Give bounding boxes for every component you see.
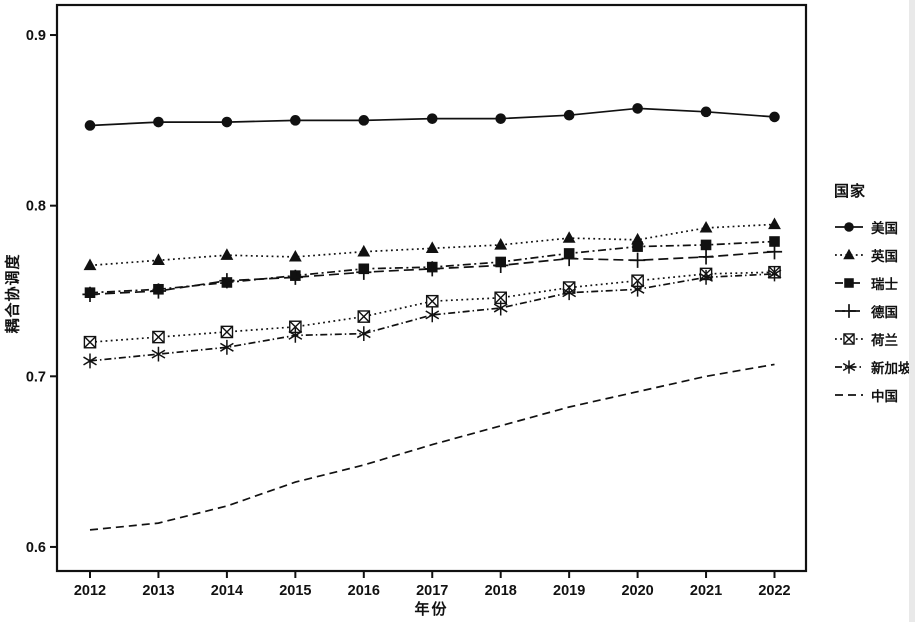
legend-marker-plus-icon — [835, 304, 863, 318]
legend-item-china: 中国 — [834, 381, 912, 409]
legend-item-germany: 德国 — [834, 297, 912, 325]
x-tick-label-2022: 2022 — [758, 583, 790, 599]
legend-label-netherlands: 荷兰 — [871, 333, 898, 348]
x-tick-label-2016: 2016 — [348, 583, 380, 599]
y-axis-title: 耦合协调度 — [4, 253, 22, 334]
y-tick-label-0.9: 0.9 — [26, 28, 46, 44]
legend-label-uk: 英国 — [871, 249, 898, 264]
series-markers-usa — [84, 103, 780, 131]
legend-item-singapore: 新加坡 — [834, 353, 912, 381]
x-tick-label-2017: 2017 — [416, 583, 448, 599]
legend-item-usa: 美国 — [834, 213, 912, 241]
y-tick-label-0.8: 0.8 — [26, 199, 46, 215]
x-tick-label-2015: 2015 — [279, 583, 311, 599]
y-tick-label-0.7: 0.7 — [26, 369, 46, 385]
legend-label-germany: 德国 — [871, 305, 898, 320]
legend-marker-square-icon — [835, 278, 863, 288]
legend-items: 美国英国瑞士德国荷兰新加坡中国 — [834, 213, 912, 409]
x-tick-label-2014: 2014 — [211, 583, 243, 599]
legend-marker-circle-icon — [835, 222, 863, 232]
x-tick-label-2013: 2013 — [142, 583, 174, 599]
legend-label-china: 中国 — [871, 389, 898, 404]
legend-label-singapore: 新加坡 — [871, 361, 912, 376]
series-line-germany — [89, 250, 775, 296]
y-tick-label-0.6: 0.6 — [26, 540, 46, 556]
legend-marker-asterisk-icon — [835, 360, 863, 374]
legend-item-uk: 英国 — [834, 241, 912, 269]
x-tick-label-2018: 2018 — [485, 583, 517, 599]
legend-marker-square-x-icon — [835, 333, 863, 345]
series-markers-germany — [82, 244, 783, 302]
x-axis-title: 年份 — [414, 601, 449, 618]
x-tick-label-2019: 2019 — [553, 583, 585, 599]
x-tick-label-2020: 2020 — [621, 583, 653, 599]
x-tick-label-2021: 2021 — [690, 583, 722, 599]
series-markers-singapore — [83, 266, 782, 369]
legend: 国家 美国英国瑞士德国荷兰新加坡中国 — [834, 180, 912, 409]
scan-edge-shade — [909, 0, 915, 622]
series-line-china — [89, 363, 775, 531]
legend-label-usa: 美国 — [871, 221, 898, 236]
legend-marker-triangle-icon — [835, 248, 863, 260]
legend-title: 国家 — [834, 183, 867, 200]
legend-label-switzerland: 瑞士 — [871, 277, 898, 292]
x-tick-label-2012: 2012 — [74, 583, 106, 599]
legend-item-netherlands: 荷兰 — [834, 325, 912, 353]
legend-item-switzerland: 瑞士 — [834, 269, 912, 297]
legend-marker-none-icon — [835, 394, 863, 396]
